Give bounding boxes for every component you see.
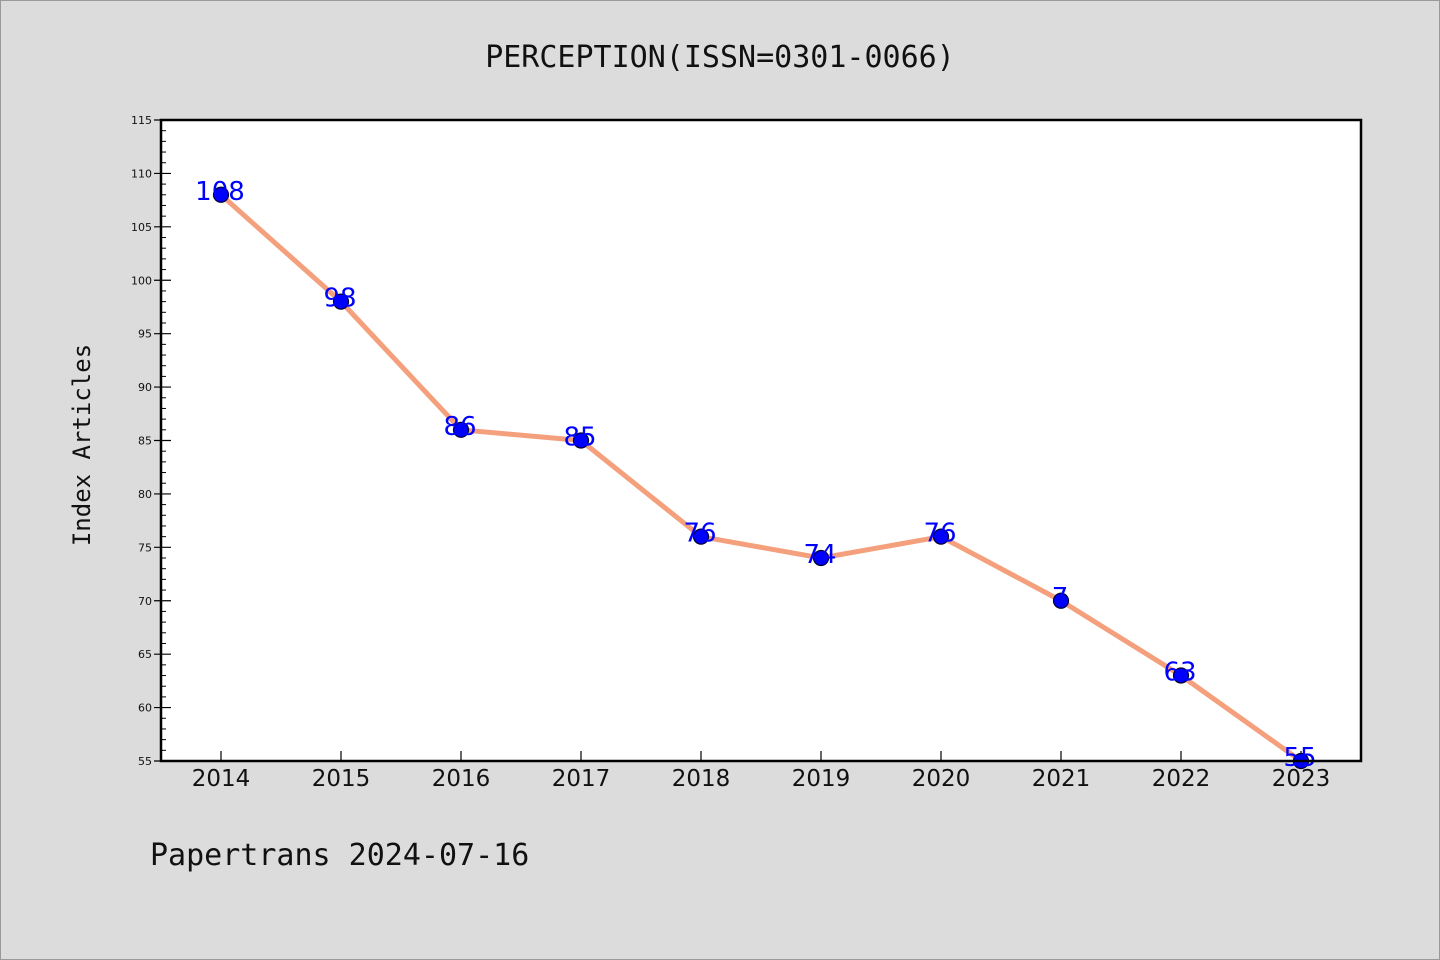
y-tick-label: 90 [138,381,152,394]
data-label: 7 [1052,583,1069,613]
chart-title: PERCEPTION(ISSN=0301-0066) [485,40,955,75]
data-label: 76 [683,519,716,549]
x-tick-label: 2015 [312,766,371,792]
x-tick-label: 2019 [792,766,851,792]
data-point [212,186,230,203]
x-tick-label: 2016 [432,766,491,792]
x-tick-label: 2017 [552,766,611,792]
y-tick-label: 95 [138,328,152,341]
x-tick-label: 2021 [1032,766,1091,792]
y-tick-label: 110 [131,167,152,180]
x-tick-label: 2023 [1272,766,1331,792]
data-point [932,528,950,545]
series-group: 108 98 86 85 76 74 76 7 63 55 [195,177,1316,773]
data-point [692,528,710,545]
y-tick-label: 100 [131,274,152,287]
data-label: 55 [1283,743,1316,773]
data-label: 76 [923,519,956,549]
data-label: 98 [323,284,356,314]
series-line [218,192,1304,764]
x-axis-ticks: 2014 2015 2016 2017 2018 2019 2020 2021 2022 2023 [192,751,1331,792]
data-point [572,432,590,449]
y-tick-label: 105 [131,221,152,234]
y-tick-label: 60 [138,702,152,715]
x-tick-label: 2022 [1152,766,1211,792]
y-tick-label: 80 [138,488,152,501]
data-label: 86 [443,412,476,442]
data-label: 63 [1163,658,1196,688]
y-tick-label: 70 [138,595,152,608]
data-label: 108 [195,177,245,207]
y-tick-label: 55 [138,755,152,768]
plot-frame [159,118,1363,763]
y-tick-label: 115 [131,114,152,127]
plot-area [161,120,1361,761]
y-axis-label: Index Articles [68,344,96,546]
x-tick-label: 2014 [192,766,251,792]
x-tick-label: 2018 [672,766,731,792]
data-point [1052,592,1070,609]
data-point [1172,667,1190,684]
y-tick-label: 85 [138,435,152,448]
data-label: 85 [563,423,596,453]
footer-text: Papertrans 2024-07-16 [150,838,529,873]
y-tick-label: 75 [138,541,152,554]
data-point [452,421,470,438]
y-tick-label: 65 [138,648,152,661]
data-point [812,549,830,567]
data-point [332,293,350,310]
x-tick-label: 2020 [912,766,971,792]
data-label: 74 [803,540,836,570]
